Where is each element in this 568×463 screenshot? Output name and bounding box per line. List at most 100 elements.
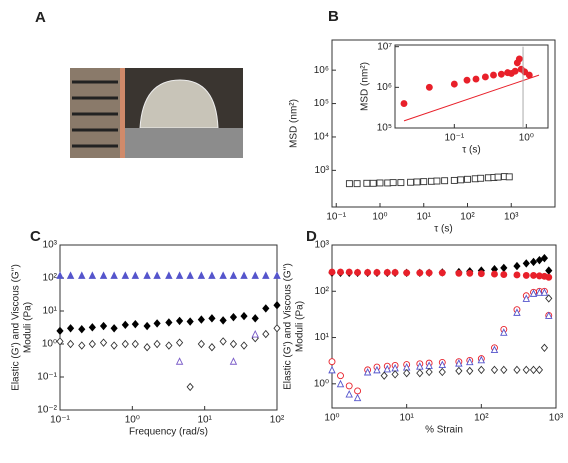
point <box>500 271 508 278</box>
point <box>463 76 471 84</box>
point <box>540 288 549 296</box>
fit-line <box>403 74 540 122</box>
point <box>110 271 118 279</box>
point <box>455 366 463 376</box>
point <box>345 268 353 276</box>
point <box>416 269 424 277</box>
point <box>364 269 372 276</box>
point <box>413 178 421 186</box>
point <box>494 173 502 181</box>
point <box>121 320 129 330</box>
point <box>522 271 530 279</box>
y-tick-label: 10³ <box>315 240 330 251</box>
point <box>438 269 446 277</box>
point <box>529 257 538 267</box>
point <box>466 366 474 376</box>
point <box>175 338 184 347</box>
point <box>219 337 227 346</box>
point <box>328 358 336 366</box>
y-axis-label: Elastic (G') and Viscous (G'') <box>11 264 22 391</box>
point <box>175 357 184 365</box>
point <box>433 177 441 185</box>
panel-label: A <box>35 9 46 26</box>
point <box>240 271 248 279</box>
inset-frame <box>394 44 549 129</box>
panel-label: B <box>328 8 339 25</box>
point <box>143 343 151 352</box>
point <box>511 67 519 75</box>
point <box>345 390 353 398</box>
point <box>337 268 344 276</box>
point <box>363 179 371 187</box>
point <box>505 173 513 181</box>
point <box>66 271 75 279</box>
point <box>376 179 384 187</box>
point <box>197 339 205 349</box>
point <box>88 323 96 332</box>
point <box>425 269 433 277</box>
point <box>251 330 259 338</box>
point <box>328 268 336 276</box>
y-tick-label: 10⁶ <box>377 82 392 93</box>
point <box>197 315 205 324</box>
point <box>229 357 238 365</box>
point <box>229 271 238 279</box>
point <box>545 294 553 303</box>
x-tick-label: 10² <box>460 212 475 223</box>
x-tick-label: 10⁻¹ <box>444 133 464 144</box>
point <box>121 339 129 349</box>
x-axis-label: % Strain <box>425 425 463 436</box>
point <box>110 341 118 350</box>
point <box>229 339 238 349</box>
point <box>353 393 362 402</box>
x-tick-label: 10¹ <box>399 413 414 424</box>
point <box>455 359 463 367</box>
point <box>66 339 75 349</box>
point <box>88 271 97 279</box>
point <box>153 339 161 349</box>
point <box>400 100 408 107</box>
x-tick-label: 10⁰ <box>125 415 140 426</box>
x-axis-label: τ (s) <box>462 145 480 156</box>
point <box>529 289 538 297</box>
point <box>66 324 75 333</box>
point <box>472 75 480 83</box>
point <box>186 382 194 392</box>
point <box>513 261 521 271</box>
y-tick-label: 10⁰ <box>42 339 57 350</box>
point <box>369 179 377 187</box>
point <box>425 83 433 91</box>
point <box>513 271 521 279</box>
y-tick-label: 10⁷ <box>377 41 392 52</box>
point <box>522 294 531 302</box>
point <box>545 273 553 281</box>
point <box>337 372 344 380</box>
point <box>403 269 411 277</box>
point <box>535 365 544 375</box>
point <box>208 314 216 323</box>
point <box>56 271 64 279</box>
point <box>540 253 549 263</box>
point <box>99 338 108 347</box>
y-tick-label: 10⁵ <box>377 123 392 134</box>
point <box>530 271 537 279</box>
point <box>143 321 151 331</box>
point <box>175 316 184 326</box>
point <box>380 371 388 380</box>
point <box>56 326 64 336</box>
y-tick-label: 10² <box>315 286 330 297</box>
point <box>165 341 173 350</box>
point <box>522 365 530 375</box>
x-tick-label: 10¹ <box>417 212 432 223</box>
point <box>373 365 381 374</box>
y-tick-label: 10⁵ <box>314 98 329 109</box>
point <box>522 259 530 268</box>
point <box>353 180 361 188</box>
point <box>186 317 194 326</box>
x-tick-label: 10⁰ <box>519 133 534 144</box>
point <box>457 176 465 184</box>
point <box>403 368 411 378</box>
x-tick-label: 10⁰ <box>372 212 387 223</box>
